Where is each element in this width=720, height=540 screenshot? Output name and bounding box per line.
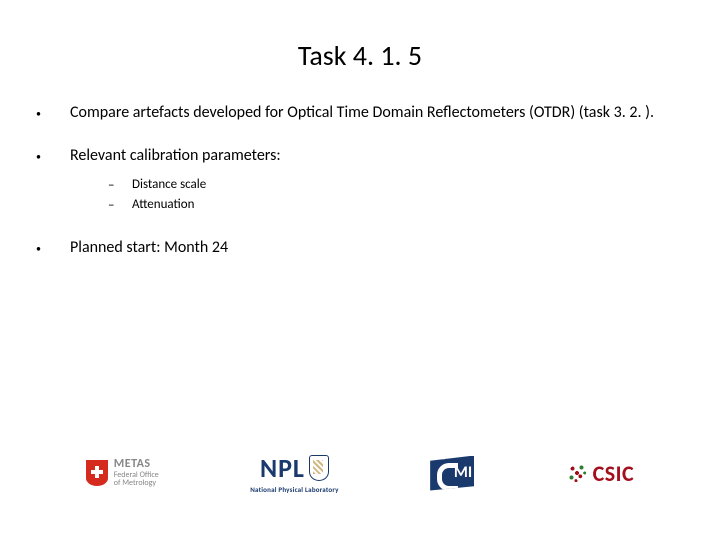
bullet-item: • Relevant calibration parameters:: [36, 146, 684, 167]
bullet-item: • Planned start: Month 24: [36, 238, 684, 259]
sub-bullet-marker: –: [108, 195, 132, 216]
bullet-item: • Compare artefacts developed for Optica…: [36, 103, 684, 124]
bullet-text: Relevant calibration parameters:: [70, 146, 684, 167]
logo-strip: METAS Federal Office of Metrology NPL Na…: [0, 452, 720, 494]
slide-content: • Compare artefacts developed for Optica…: [0, 103, 720, 258]
bullet-marker: •: [36, 238, 70, 259]
npl-crest-icon: [309, 455, 329, 481]
slide-title: Task 4. 1. 5: [0, 0, 720, 103]
npl-logo: NPL National Physical Laboratory: [250, 452, 338, 494]
sub-bullet-text: Attenuation: [132, 195, 194, 216]
bullet-marker: •: [36, 103, 70, 124]
csic-logo: CSIC: [566, 460, 635, 487]
sub-bullet-marker: –: [108, 175, 132, 196]
csic-name: CSIC: [593, 460, 635, 487]
cmi-caron-icon: ˇ: [442, 457, 445, 467]
cmi-mark-icon: ˇ: [430, 456, 474, 491]
npl-name: NPL: [260, 452, 305, 484]
bullet-text: Compare artefacts developed for Optical …: [70, 103, 684, 124]
bullet-marker: •: [36, 146, 70, 167]
bullet-text: Planned start: Month 24: [70, 238, 684, 259]
npl-subtitle: National Physical Laboratory: [250, 485, 338, 494]
sub-bullet-list: – Distance scale – Attenuation: [36, 175, 684, 216]
cmi-logo: ˇ: [430, 456, 474, 491]
sub-bullet-text: Distance scale: [132, 175, 206, 196]
metas-sub2: of Metrology: [114, 479, 159, 487]
csic-pattern-icon: [566, 462, 588, 484]
sub-bullet-item: – Attenuation: [108, 195, 684, 216]
metas-logo: METAS Federal Office of Metrology: [86, 458, 159, 487]
metas-text: METAS Federal Office of Metrology: [114, 458, 159, 487]
sub-bullet-item: – Distance scale: [108, 175, 684, 196]
metas-shield-icon: [86, 460, 108, 486]
